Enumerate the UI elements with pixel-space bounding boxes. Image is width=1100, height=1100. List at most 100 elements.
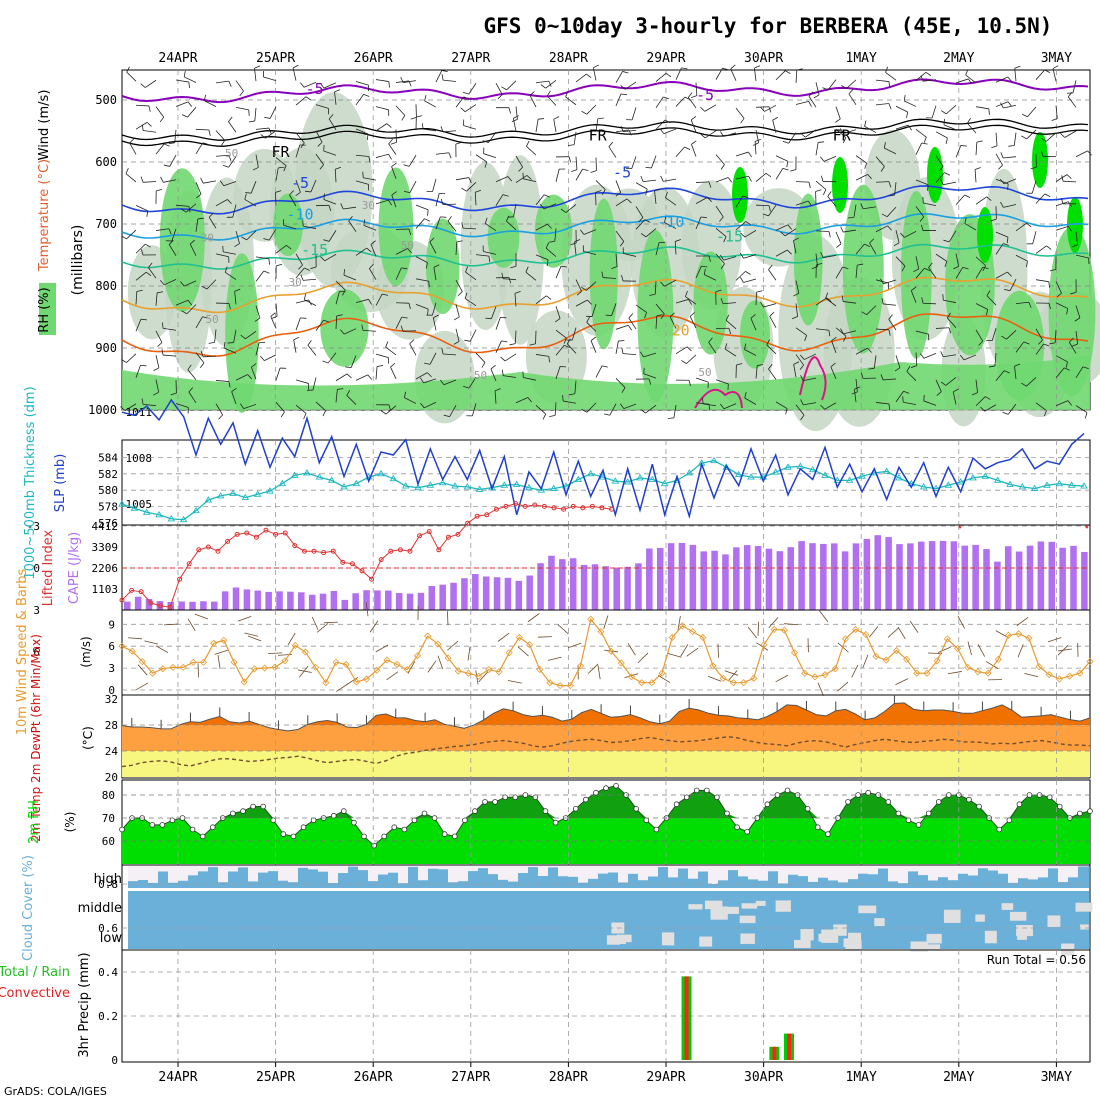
rh2m-marker: [1056, 803, 1063, 810]
cape-tick-label: 4412: [92, 520, 119, 533]
wind-barb: [125, 173, 137, 183]
wind-barb-flag: [518, 166, 523, 172]
wind-barb: [922, 302, 937, 305]
wind-barb-flag: [140, 249, 144, 256]
cape-bar: [341, 599, 349, 610]
wind-barb-flag: [843, 335, 847, 342]
isotherm-label: -15: [716, 227, 743, 245]
wind-barb: [571, 327, 577, 341]
wind-speed-marker: [210, 639, 218, 647]
wind-barb-flag: [640, 175, 644, 182]
cloud-high-gap: [288, 866, 298, 883]
wind-barb: [235, 374, 248, 381]
wind-barb-flag: [1028, 302, 1032, 308]
wind-speed-marker: [1045, 671, 1053, 679]
rh2m-marker: [391, 824, 398, 830]
wind-barb-flag: [700, 133, 706, 139]
thickness-marker: [1055, 479, 1064, 487]
wind-speed-marker: [852, 625, 860, 633]
rh2m-marker: [814, 824, 821, 830]
wind-barb: [655, 242, 660, 256]
wind-barb: [715, 205, 724, 218]
wind-barb-flag: [140, 83, 146, 88]
wind-barb-flag: [590, 170, 597, 173]
wind-barb-10m: [756, 642, 769, 651]
wind-barb: [443, 79, 457, 82]
rh2m-marker: [825, 831, 831, 837]
rh2m-high-area: [122, 785, 1090, 818]
wind-barb-10m: [267, 652, 283, 655]
wind-axis-label: Wind (m/s): [37, 90, 52, 161]
cape-bar: [885, 537, 892, 610]
wind-barb: [775, 168, 784, 180]
wind-barb-flag: [920, 224, 924, 231]
thickness-marker: [944, 481, 953, 488]
thickness-marker: [451, 482, 459, 489]
cape-bar: [743, 545, 751, 610]
wind-barb: [695, 181, 710, 183]
wind-speed-marker: [403, 665, 411, 674]
wind-barb: [635, 304, 647, 313]
wind-barb-flag: [223, 342, 226, 349]
precip-tick-label: 0.6: [98, 922, 118, 935]
wind-barb: [615, 340, 619, 354]
wind-barb-flag: [208, 341, 215, 344]
wind-barb-flag: [708, 255, 711, 262]
wind-barb: [244, 199, 257, 207]
wind-speed-marker: [240, 678, 248, 686]
wind-barb-flag: [1048, 303, 1051, 310]
wind-speed-marker: [607, 647, 615, 655]
isotherm-25: [121, 276, 1089, 314]
wind-barb: [869, 242, 877, 255]
thickness-marker: [710, 456, 718, 464]
wind-barb: [195, 142, 204, 155]
wind-barb-10m: [947, 671, 962, 675]
wind-barb: [827, 79, 837, 91]
cloud-high-gap: [578, 866, 588, 883]
cape-bar: [504, 577, 512, 610]
wind-barb: [189, 243, 197, 256]
wind-barb-flag: [667, 417, 674, 419]
wind-barb: [815, 142, 819, 156]
cape-bar: [287, 591, 294, 610]
cape-bar: [863, 538, 871, 610]
wind-barb: [535, 295, 547, 305]
wind-barb: [535, 405, 546, 415]
wind-speed-marker: [984, 669, 992, 677]
wind-barb-flag: [501, 272, 504, 279]
wind-barb-flag: [986, 309, 989, 316]
wind-barb-flag: [196, 193, 202, 199]
date-label-top: 29APR: [646, 51, 685, 66]
thickness-marker: [414, 483, 422, 491]
cloud-high-gap: [698, 866, 708, 872]
thickness-marker: [956, 478, 965, 485]
cloud-high-gap: [818, 866, 828, 878]
cloud-high-gap: [418, 866, 428, 881]
rh-contour-fill: [225, 253, 259, 413]
thickness-marker: [512, 480, 521, 487]
rh-contour-fill: [426, 218, 460, 314]
wind-barb: [654, 281, 657, 295]
wind-barb: [723, 302, 737, 305]
rh2m-marker: [845, 799, 851, 805]
wind-barb: [645, 228, 657, 238]
wind-barb-flag: [1004, 370, 1010, 374]
wind-barb: [615, 324, 629, 330]
wind-barb: [545, 79, 557, 89]
rh2m-marker: [512, 794, 519, 801]
wind-barb: [575, 168, 583, 181]
wind-barb-10m: [547, 656, 562, 661]
wind-barb-flag: [268, 258, 271, 265]
wind-barb-flag: [461, 187, 467, 192]
wind-barb: [295, 299, 309, 304]
wind-barb-flag: [465, 266, 469, 273]
rh-contour-fill: [159, 168, 205, 312]
wind-barb: [163, 327, 177, 331]
wind-barb: [187, 369, 197, 381]
lifted-index-marker: [244, 530, 250, 536]
wind-barb-flag: [708, 181, 712, 188]
wind-barb-flag: [860, 203, 864, 209]
cape-bar: [1037, 541, 1045, 610]
wind-barb-flag: [940, 381, 947, 386]
